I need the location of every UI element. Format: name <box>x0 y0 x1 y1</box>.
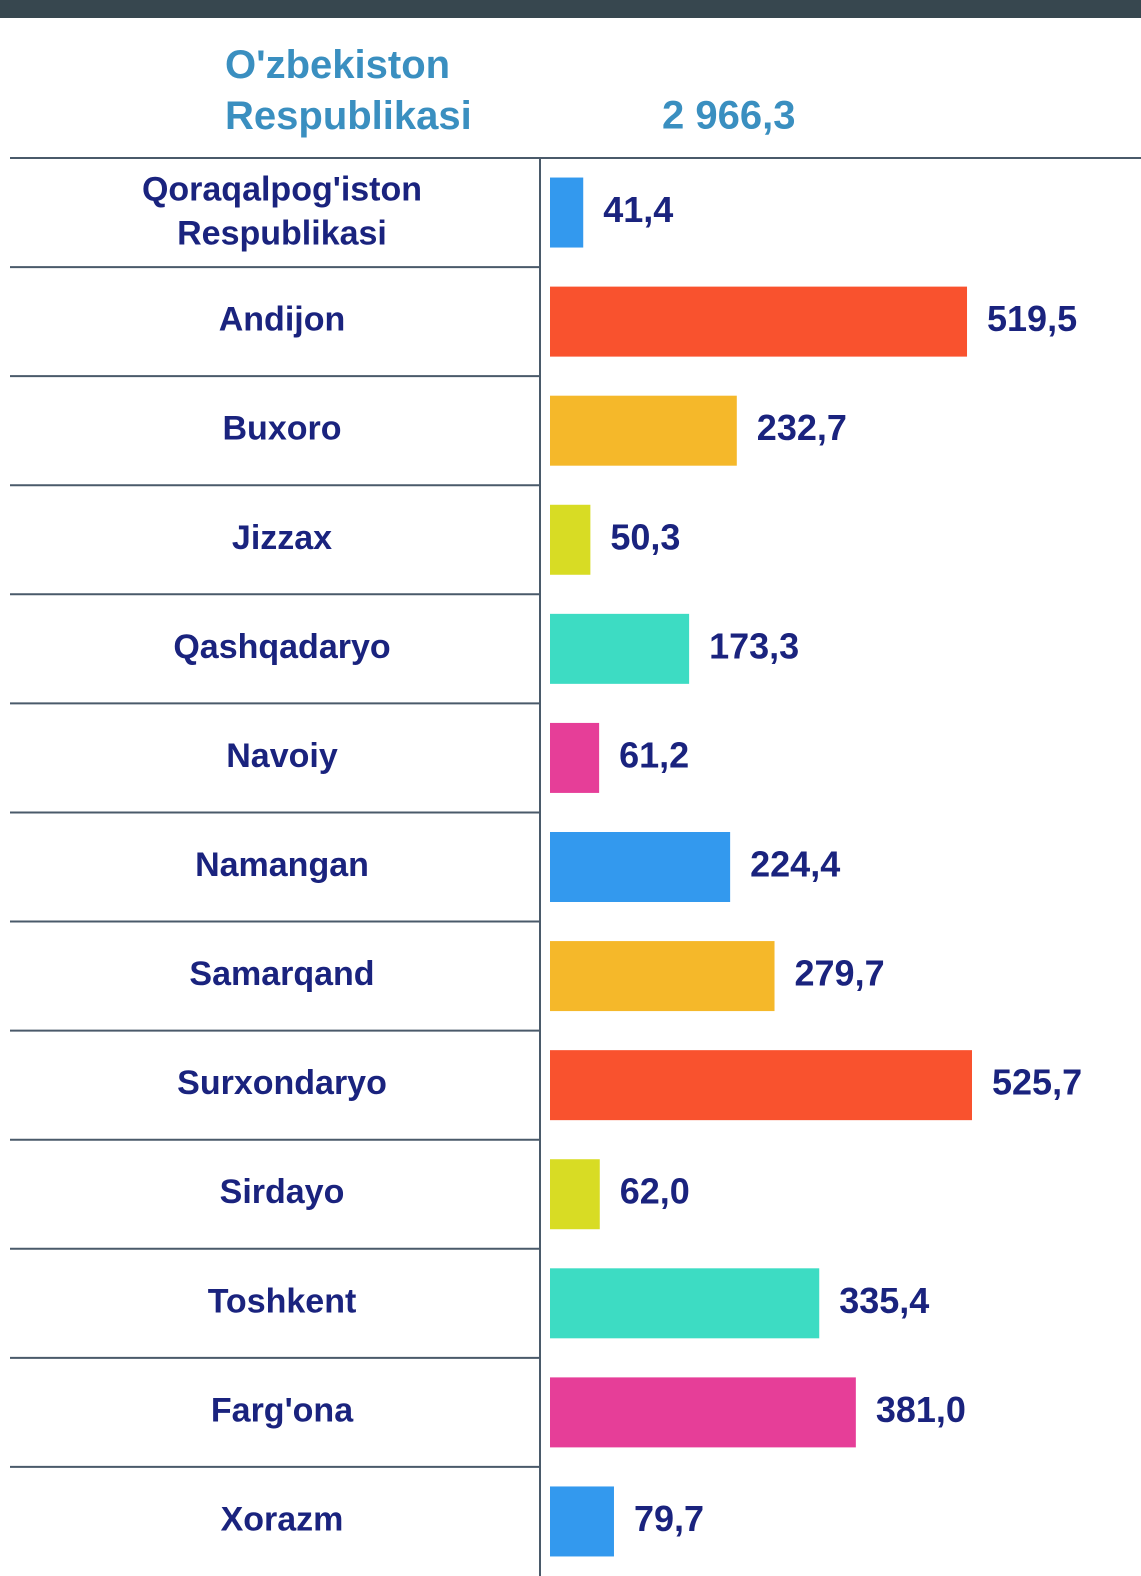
value-label: 279,7 <box>795 953 885 994</box>
category-label: Qoraqalpog'iston Respublikasi <box>142 171 422 253</box>
top-band <box>0 0 1141 18</box>
category-label: Surxondaryo <box>177 1064 387 1102</box>
value-label: 525,7 <box>992 1062 1082 1103</box>
value-label: 224,4 <box>750 844 840 885</box>
bar <box>550 395 737 466</box>
category-label: Navoiy <box>226 737 338 775</box>
value-label: 232,7 <box>757 407 847 448</box>
bar <box>550 1268 820 1339</box>
bar <box>550 286 968 357</box>
category-label: Samarqand <box>189 955 374 993</box>
bar <box>550 613 690 684</box>
bar <box>550 832 731 902</box>
total-value: 2 966,3 <box>662 94 795 138</box>
value-label: 62,0 <box>620 1171 690 1212</box>
bar <box>550 1377 856 1448</box>
bar <box>550 1050 972 1121</box>
value-label: 79,7 <box>634 1498 704 1539</box>
category-label: Buxoro <box>223 410 342 448</box>
category-label: Toshkent <box>208 1282 357 1320</box>
value-label: 50,3 <box>610 516 680 557</box>
bar <box>550 177 584 248</box>
value-label: 41,4 <box>603 189 673 230</box>
bar <box>550 1486 614 1557</box>
value-label: 381,0 <box>876 1389 966 1430</box>
category-label: Andijon <box>219 301 346 339</box>
category-label: Namangan <box>195 846 369 884</box>
category-label: Qashqadaryo <box>173 628 390 666</box>
category-label: Sirdayo <box>220 1173 345 1211</box>
category-label: Xorazm <box>221 1500 344 1538</box>
category-label: Jizzax <box>232 519 332 557</box>
value-label: 173,3 <box>709 625 799 666</box>
value-label: 61,2 <box>619 734 689 775</box>
value-label: 519,5 <box>987 298 1077 339</box>
category-label: Farg'ona <box>211 1391 354 1429</box>
total-name: O'zbekiston Respublikasi <box>225 43 472 138</box>
bar <box>550 722 600 793</box>
value-label: 335,4 <box>839 1280 929 1321</box>
bar <box>550 941 775 1012</box>
bar <box>550 504 591 575</box>
bar <box>550 1159 600 1230</box>
